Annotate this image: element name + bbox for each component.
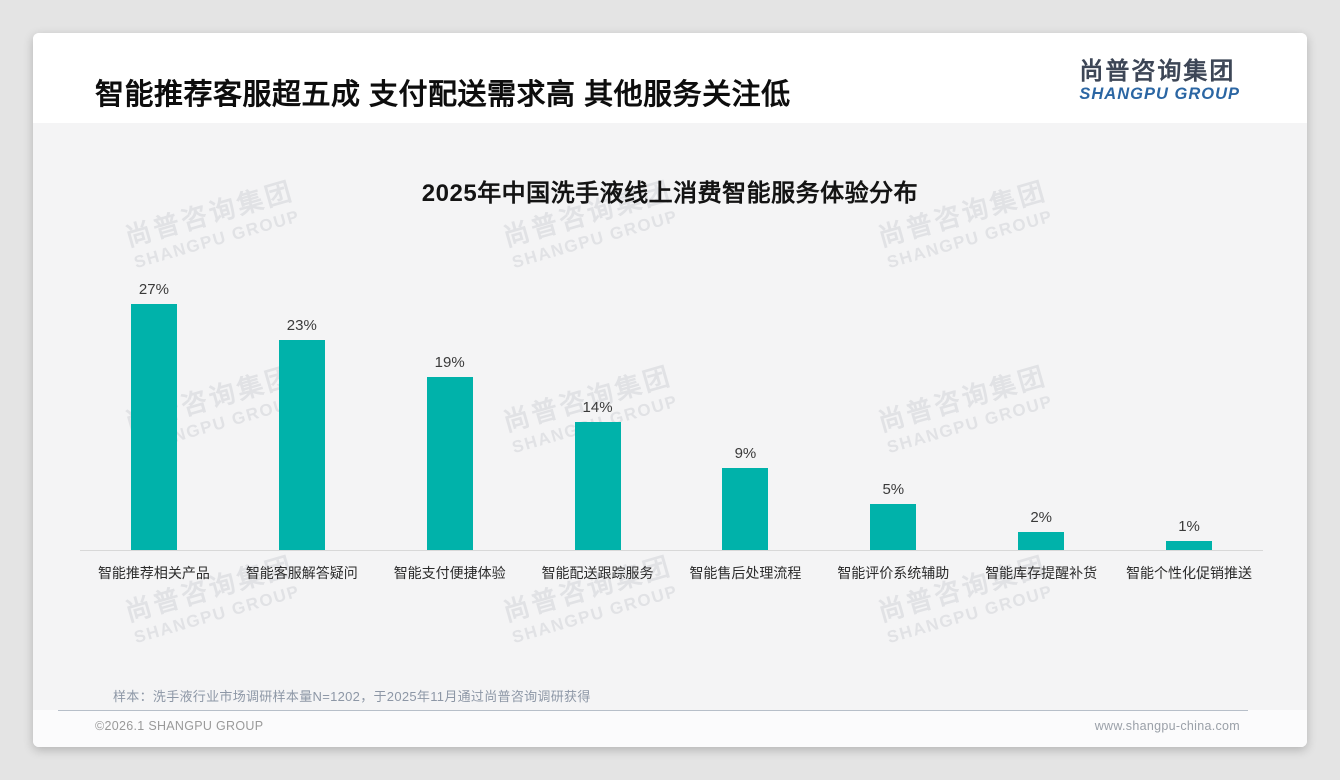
bar-column: 19% [376, 258, 524, 550]
bar [574, 422, 621, 550]
category-label: 智能支付便捷体验 [393, 565, 506, 581]
bar-value-label: 5% [882, 481, 905, 498]
page-title: 智能推荐客服超五成 支付配送需求高 其他服务关注低 [95, 79, 791, 111]
bar-value-label: 14% [582, 399, 613, 416]
category-label: 智能个性化促销推送 [1126, 565, 1253, 581]
bar-value-label: 9% [734, 445, 757, 462]
bar-column: 27% [80, 258, 228, 550]
website-text: www.shangpu-china.com [1094, 719, 1240, 733]
bar-column: 5% [819, 258, 967, 550]
category-label: 智能推荐相关产品 [97, 565, 210, 581]
bar [870, 504, 917, 550]
watermark-text: 尚普咨询集团 SHANGPU GROUP [874, 550, 1056, 648]
watermark-text: 尚普咨询集团 SHANGPU GROUP [499, 550, 681, 648]
category-label: 智能配送跟踪服务 [541, 565, 654, 581]
footer: ©2026.1 SHANGPU GROUP www.shangpu-china.… [33, 710, 1307, 747]
category-label: 智能库存提醒补货 [985, 565, 1098, 581]
footer-divider [58, 710, 1248, 711]
sample-footnote: 样本：洗手液行业市场调研样本量N=1202，于2025年11月通过尚普咨询调研获… [113, 689, 591, 704]
category-label: 智能售后处理流程 [689, 565, 802, 581]
bar-column: 14% [524, 258, 672, 550]
header: 智能推荐客服超五成 支付配送需求高 其他服务关注低 尚普咨询集团 SHANGPU… [33, 33, 1307, 123]
bars-row: 27% 23% 19% 14% 9% 5% 2% 1% [80, 258, 1263, 551]
bar-column: 2% [967, 258, 1115, 550]
logo-chinese-text: 尚普咨询集团 [1079, 58, 1236, 85]
bar [130, 304, 177, 550]
bar-column: 9% [672, 258, 820, 550]
bar-value-label: 27% [138, 281, 169, 298]
bar-value-label: 1% [1178, 518, 1200, 535]
categories-row: 智能推荐相关产品 智能客服解答疑问 智能支付便捷体验 智能配送跟踪服务 智能售后处理流程… [80, 563, 1263, 583]
report-card: 智能推荐客服超五成 支付配送需求高 其他服务关注低 尚普咨询集团 SHANGPU… [33, 33, 1307, 747]
bar [426, 377, 473, 550]
bar-value-label: 2% [1030, 509, 1053, 526]
logo-english-text: SHANGPU GROUP [1079, 85, 1240, 104]
bar [1018, 532, 1065, 550]
bar [1166, 541, 1213, 550]
company-logo: 尚普咨询集团 SHANGPU GROUP [1079, 58, 1240, 105]
bar-value-label: 19% [434, 354, 465, 371]
bar-column: 23% [228, 258, 376, 550]
chart-title: 2025年中国洗手液线上消费智能服务体验分布 [421, 180, 919, 207]
category-label: 智能评价系统辅助 [837, 565, 950, 581]
bar-value-label: 23% [286, 317, 317, 334]
copyright-text: ©2026.1 SHANGPU GROUP [95, 719, 264, 733]
watermark-text: 尚普咨询集团 SHANGPU GROUP [121, 550, 303, 648]
category-label: 智能客服解答疑问 [245, 565, 358, 581]
bar [722, 468, 769, 550]
bar-column: 1% [1115, 258, 1263, 550]
bar [278, 340, 325, 550]
chart-panel: 尚普咨询集团 SHANGPU GROUP 尚普咨询集团 SHANGPU GROUP 尚普… [33, 123, 1307, 710]
